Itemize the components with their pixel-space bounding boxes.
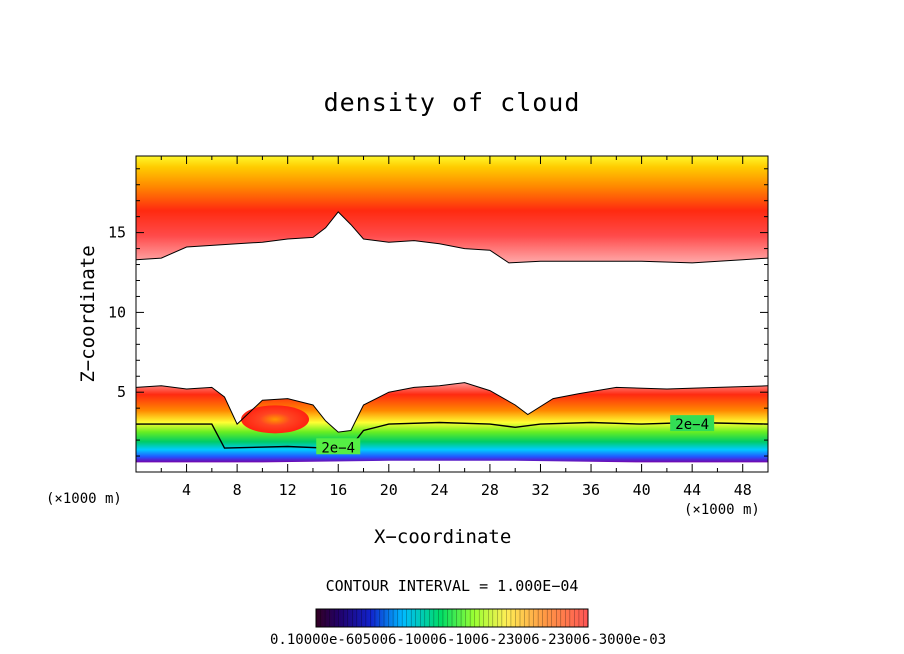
colorbar-labels: 0.10000e-605006-10006-1006-23006-23006-3… — [270, 632, 667, 648]
upper-cloud-layer — [136, 156, 768, 263]
x-tick-label: 24 — [430, 481, 448, 499]
y-unit-label: (×1000 m) — [684, 502, 760, 518]
x-tick-label: 4 — [182, 481, 191, 499]
y-tick-label: 10 — [108, 303, 126, 321]
chart-title: density of cloud — [323, 88, 581, 117]
contour-label: 2e−4 — [321, 440, 355, 456]
x-unit-label: (×1000 m) — [46, 491, 122, 507]
contour-labels: 2e−4 2e−4 — [316, 415, 715, 456]
x-tick-label: 8 — [233, 481, 242, 499]
contour-label-bg — [316, 438, 361, 455]
x-tick-label: 28 — [481, 481, 499, 499]
x-tick-label: 16 — [329, 481, 347, 499]
contour-interval-label: CONTOUR INTERVAL = 1.000E−04 — [325, 577, 579, 595]
x-tick-label: 44 — [683, 481, 701, 499]
y-tick-label: 5 — [117, 383, 126, 401]
x-tick-label: 32 — [531, 481, 549, 499]
x-tick-label: 12 — [279, 481, 297, 499]
cloud-core-blob — [241, 405, 310, 434]
y-axis-label: Z−coordinate — [77, 245, 99, 383]
contour-label: 2e−4 — [675, 417, 709, 433]
colorbar-ticks — [320, 609, 584, 627]
contour-label-bg — [670, 415, 715, 432]
plot-layers — [136, 156, 768, 463]
x-tick-label: 36 — [582, 481, 600, 499]
x-axis-label: X−coordinate — [374, 526, 512, 548]
upper-layer-edge — [136, 211, 768, 264]
x-tick-label: 40 — [633, 481, 651, 499]
lower-layer-edge — [136, 382, 768, 433]
y-tick-label: 15 — [108, 224, 126, 242]
contour-line-2e-4 — [136, 421, 768, 449]
x-tick-label: 48 — [734, 481, 752, 499]
x-tick-label: 20 — [380, 481, 398, 499]
plot-frame — [135, 155, 769, 473]
